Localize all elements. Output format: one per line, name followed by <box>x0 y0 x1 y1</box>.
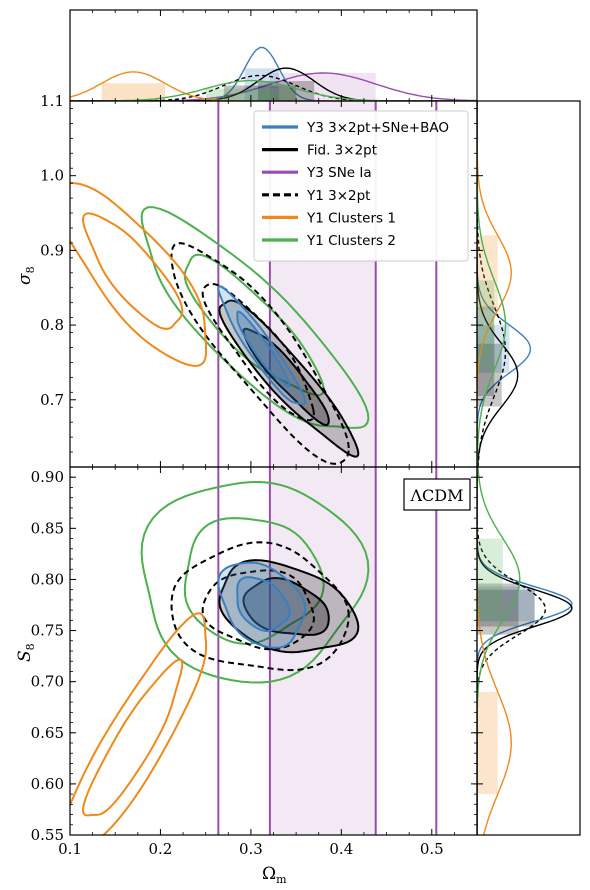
y-axis-label-sigma8-sub: 8 <box>24 266 37 273</box>
marginal-sigma8-fill-series3 <box>477 235 498 311</box>
legend: Y3 3×2pt+SNe+BAO Fid. 3×2pt Y3 SNe Ia Y1 3×… <box>253 110 469 262</box>
contour-sigma8-series0-outer <box>217 285 307 406</box>
x-tick-label-0: 0.1 <box>58 840 82 858</box>
sigma8-marginal-panel <box>477 101 532 467</box>
legend-label-4: Y1 Clusters 1 <box>306 210 396 226</box>
y-tick-label-sigma8-0: 0.7 <box>40 391 64 409</box>
marginal-top-series0 <box>70 46 477 101</box>
y-tick-label-S8-3: 0.70 <box>31 673 64 691</box>
marginal-s8-series4 <box>477 467 521 835</box>
marginal-s8-fill-series3 <box>477 691 498 795</box>
y-tick-label-sigma8-3: 1.0 <box>40 167 64 185</box>
marginal-sigma8-series4 <box>477 101 507 467</box>
y-tick-label-S8-2: 0.65 <box>31 724 64 742</box>
y-axis-label-s8: S8 <box>15 643 37 662</box>
marginal-top-series3 <box>70 71 477 101</box>
legend-label-3: Y1 3×2pt <box>306 188 370 204</box>
sigma8-vs-omega-m-panel <box>70 101 438 467</box>
marginal-s8-fill-series0 <box>477 586 535 622</box>
svg-text:σ8: σ8 <box>15 266 37 285</box>
marginal-top-fill-series4 <box>205 88 297 101</box>
omega-m-marginal-panel <box>70 46 477 101</box>
marginal-s8-fill-series4 <box>477 538 503 621</box>
contour-s8-series1-inner <box>242 576 330 636</box>
marginal-top-fill-series2 <box>223 85 297 101</box>
y-axis-label-s8-main: S <box>15 650 35 662</box>
y-tick-label-S8-6: 0.85 <box>31 519 64 537</box>
contour-s8-series0-inner <box>236 576 291 633</box>
y-tick-label-sigma8-4: 1.1 <box>40 92 64 110</box>
marginal-s8-fill-series1 <box>477 589 535 627</box>
x-axis-label-sub: m <box>276 873 287 886</box>
y-tick-label-S8-7: 0.90 <box>31 468 64 486</box>
x-tick-label-4: 0.5 <box>420 840 444 858</box>
contour-sigma8-series3-inner <box>81 212 184 330</box>
marginal-sigma8-fill-series4 <box>477 280 495 370</box>
lcdm-annotation-text: ΛCDM <box>409 486 463 505</box>
y-tick-label-sigma8-1: 0.8 <box>40 316 64 334</box>
y-axis-label-sigma8: σ8 <box>15 266 37 285</box>
marginal-s8-fill-series2 <box>477 583 519 635</box>
x-axis-label-main: Ω <box>262 864 276 884</box>
contour-sigma8-series2-outer <box>170 242 350 465</box>
svg-text:S8: S8 <box>15 643 37 662</box>
contour-s8-series2-inner <box>201 569 315 651</box>
marginal-top-series1 <box>70 67 477 101</box>
lcdm-annotation-box <box>403 478 471 511</box>
legend-label-0: Y3 3×2pt+SNe+BAO <box>306 120 449 136</box>
x-axis-label: Ωm <box>262 864 287 886</box>
marginal-sigma8-series2 <box>477 101 507 467</box>
y-axis-label-sigma8-main: σ <box>15 273 35 285</box>
contour-s8-series3-inner <box>81 658 184 817</box>
legend-frame <box>253 110 469 262</box>
y-axis-label-s8-sub: 8 <box>24 643 37 650</box>
y-tick-label-S8-4: 0.75 <box>31 622 64 640</box>
y-tick-label-sigma8-2: 0.9 <box>40 241 64 259</box>
x-tick-label-1: 0.2 <box>149 840 173 858</box>
marginal-s8-series0 <box>477 467 573 835</box>
y-tick-label-S8-0: 0.55 <box>31 826 64 844</box>
x-tick-label-2: 0.3 <box>239 840 263 858</box>
contour-sigma8-series3-outer <box>70 181 208 367</box>
contour-s8-series4-inner <box>183 517 325 645</box>
marginal-top-fill-series1 <box>258 81 315 101</box>
x-tick-label-3: 0.4 <box>329 840 353 858</box>
s8-vs-omega-m-panel <box>70 467 438 835</box>
contour-sigma8-series2-inner <box>201 282 315 422</box>
lcdm-annotation: ΛCDM <box>403 478 471 511</box>
legend-label-1: Fid. 3×2pt <box>307 143 377 159</box>
svg-text:Ωm: Ωm <box>262 864 287 886</box>
contour-sigma8-series1-outer <box>218 299 360 458</box>
contour-s8-series0-outer <box>217 561 307 649</box>
y-tick-label-S8-5: 0.80 <box>31 570 64 588</box>
contour-sigma8-series0-inner <box>236 310 291 388</box>
legend-label-2: Y3 SNe Ia <box>306 165 372 181</box>
contour-s8-series2-outer <box>170 541 350 672</box>
y-tick-label-S8-1: 0.60 <box>31 775 64 793</box>
legend-label-5: Y1 Clusters 2 <box>306 233 396 249</box>
marginal-sigma8-fill-series2 <box>477 306 495 396</box>
marginal-sigma8-fill-series1 <box>477 343 502 407</box>
marginal-s8-series3 <box>477 467 512 835</box>
marginal-top-fill-series3 <box>101 83 165 101</box>
s8-marginal-panel <box>477 467 573 835</box>
contour-s8-series3-outer <box>70 612 208 835</box>
contour-s8-series4-outer <box>140 480 370 684</box>
